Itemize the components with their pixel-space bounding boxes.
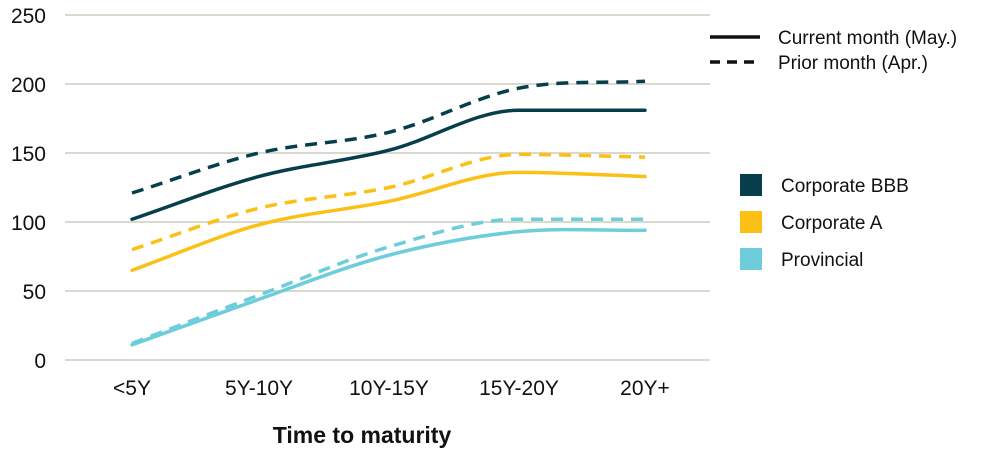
y-axis-ticks: 0 50 100 150 200 250	[11, 5, 46, 373]
corporate-a-legend-label: Corporate A	[781, 213, 883, 234]
line-style-legend: Current month (May.) Prior month (Apr.)	[710, 28, 957, 74]
x-tick-label: <5Y	[113, 377, 151, 400]
corporate-a-current-line	[130, 170, 647, 273]
x-tick-label: 10Y-15Y	[349, 377, 429, 400]
series-lines	[130, 79, 647, 347]
y-tick-label: 200	[11, 74, 46, 97]
dashed-legend-label: Prior month (Apr.)	[778, 53, 928, 74]
provincial-prior-line	[131, 217, 645, 346]
y-tick-label: 0	[34, 350, 46, 373]
y-tick-label: 150	[11, 143, 46, 166]
series-legend: Corporate BBB Corporate A Provincial	[740, 174, 909, 271]
corporate-bbb-legend-swatch	[740, 174, 762, 196]
x-axis-ticks: <5Y 5Y-10Y 10Y-15Y 15Y-20Y 20Y+	[113, 377, 670, 400]
x-tick-label: 20Y+	[620, 377, 670, 400]
provincial-legend-label: Provincial	[781, 250, 863, 271]
corporate-bbb-prior-line	[131, 79, 646, 195]
corporate-bbb-current-line	[130, 108, 647, 221]
y-tick-label: 100	[11, 212, 46, 235]
corporate-a-prior-line	[131, 152, 646, 252]
solid-legend-label: Current month (May.)	[778, 28, 957, 49]
y-tick-label: 250	[11, 5, 46, 28]
y-tick-label: 50	[23, 281, 46, 304]
x-axis-label: Time to maturity	[273, 422, 452, 448]
provincial-legend-swatch	[740, 248, 762, 270]
provincial-current-line	[130, 227, 647, 347]
corporate-a-legend-swatch	[740, 211, 762, 233]
corporate-bbb-legend-label: Corporate BBB	[781, 176, 909, 197]
gridlines	[65, 14, 710, 361]
x-tick-label: 5Y-10Y	[225, 377, 293, 400]
x-tick-label: 15Y-20Y	[479, 377, 559, 400]
